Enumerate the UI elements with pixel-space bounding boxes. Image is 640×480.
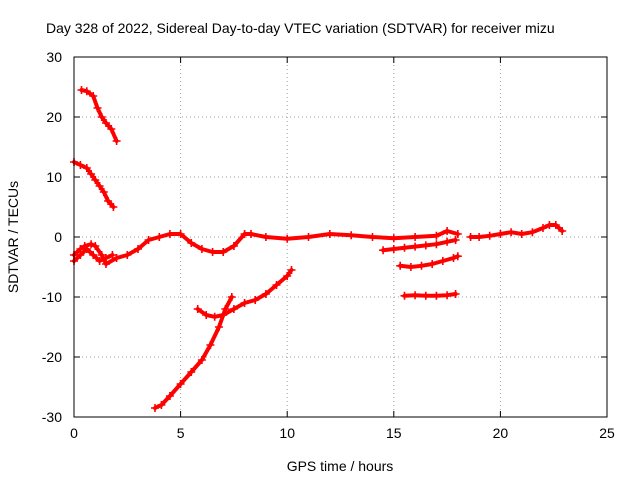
x-tick-label: 10 (279, 425, 295, 441)
series-point-markers (379, 236, 460, 255)
series-point-markers (400, 290, 460, 300)
x-axis-label: GPS time / hours (287, 458, 394, 474)
series-arc-10 (466, 221, 567, 241)
y-tick-label: -30 (42, 409, 62, 425)
y-tick-label: 20 (46, 109, 62, 125)
series-arc-8 (396, 252, 462, 271)
series-point-markers (151, 293, 236, 412)
x-tick-label: 5 (177, 425, 185, 441)
y-tick-label: -10 (42, 289, 62, 305)
series-point-markers (396, 252, 462, 271)
y-tick-label: -20 (42, 349, 62, 365)
x-tick-label: 15 (386, 425, 402, 441)
series-line (153, 295, 234, 410)
chart-title: Day 328 of 2022, Sidereal Day-to-day VTE… (46, 20, 555, 36)
series-arc-7 (379, 236, 460, 255)
series-arc-1 (77, 86, 121, 145)
y-tick-label: 0 (54, 229, 62, 245)
series-arc-9 (400, 290, 460, 300)
series-point-markers (466, 221, 567, 241)
series-arc-6 (193, 266, 296, 321)
y-tick-label: 10 (46, 169, 62, 185)
series-point-markers (77, 86, 121, 145)
series-arc-5 (151, 293, 236, 412)
series-point-markers (193, 266, 296, 321)
x-tick-label: 0 (70, 425, 78, 441)
y-tick-label: 30 (46, 49, 62, 65)
x-tick-label: 25 (599, 425, 615, 441)
x-tick-label: 20 (493, 425, 509, 441)
y-axis-label: SDTVAR / TECUs (5, 181, 21, 293)
axis-ticks: 0 5 10 15 20 25 -30 -20 -10 0 10 20 30 (42, 49, 615, 441)
